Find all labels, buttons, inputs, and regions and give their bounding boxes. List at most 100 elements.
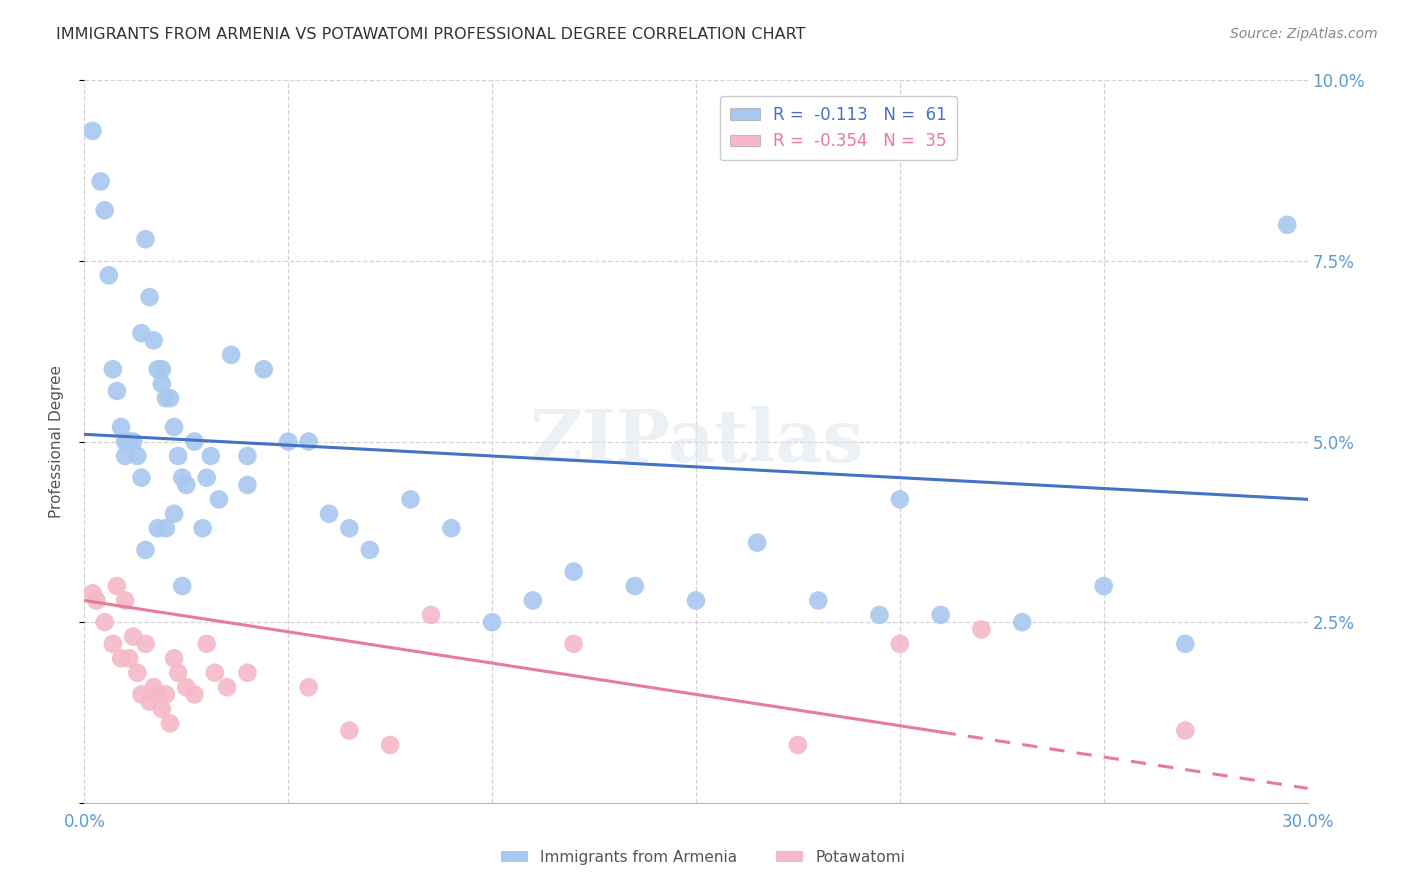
Point <box>122 630 145 644</box>
Point <box>167 449 190 463</box>
Point <box>481 615 503 630</box>
Point <box>236 665 259 680</box>
Point <box>101 637 124 651</box>
Point <box>142 680 165 694</box>
Point <box>277 434 299 449</box>
Point <box>174 680 197 694</box>
Point <box>624 579 647 593</box>
Text: IMMIGRANTS FROM ARMENIA VS POTAWATOMI PROFESSIONAL DEGREE CORRELATION CHART: IMMIGRANTS FROM ARMENIA VS POTAWATOMI PR… <box>56 27 806 42</box>
Point <box>522 593 544 607</box>
Point <box>298 434 321 449</box>
Point <box>114 449 136 463</box>
Point <box>155 687 177 701</box>
Point <box>236 478 259 492</box>
Point <box>191 521 214 535</box>
Point <box>122 434 145 449</box>
Point <box>1174 723 1197 738</box>
Point <box>1277 218 1299 232</box>
Point <box>138 290 160 304</box>
Point <box>1092 579 1115 593</box>
Text: Source: ZipAtlas.com: Source: ZipAtlas.com <box>1230 27 1378 41</box>
Point <box>146 687 169 701</box>
Point <box>420 607 443 622</box>
Point <box>86 593 108 607</box>
Point <box>1174 637 1197 651</box>
Point <box>869 607 891 622</box>
Point <box>93 203 115 218</box>
Point <box>93 615 115 630</box>
Point <box>172 579 194 593</box>
Point <box>685 593 707 607</box>
Point <box>150 702 173 716</box>
Point <box>150 362 173 376</box>
Point <box>146 362 169 376</box>
Y-axis label: Professional Degree: Professional Degree <box>49 365 63 518</box>
Point <box>208 492 231 507</box>
Point <box>163 507 186 521</box>
Point <box>889 637 911 651</box>
Point <box>172 471 194 485</box>
Point <box>195 471 218 485</box>
Point <box>204 665 226 680</box>
Point <box>807 593 830 607</box>
Text: ZIPatlas: ZIPatlas <box>529 406 863 477</box>
Point <box>118 651 141 665</box>
Point <box>146 521 169 535</box>
Point <box>105 579 128 593</box>
Point <box>150 376 173 391</box>
Point <box>183 687 205 701</box>
Point <box>155 391 177 405</box>
Point <box>135 232 157 246</box>
Point <box>155 521 177 535</box>
Point <box>131 326 153 340</box>
Point <box>135 542 157 557</box>
Point <box>82 586 104 600</box>
Point <box>1011 615 1033 630</box>
Point <box>359 542 381 557</box>
Legend: R =  -0.113   N =  61, R =  -0.354   N =  35: R = -0.113 N = 61, R = -0.354 N = 35 <box>720 95 956 161</box>
Point <box>142 334 165 348</box>
Point <box>114 593 136 607</box>
Point <box>90 174 112 188</box>
Point <box>889 492 911 507</box>
Point <box>970 623 993 637</box>
Point <box>127 665 149 680</box>
Point <box>236 449 259 463</box>
Point <box>787 738 810 752</box>
Point <box>118 434 141 449</box>
Point <box>399 492 422 507</box>
Point <box>183 434 205 449</box>
Point <box>97 268 120 283</box>
Point <box>131 687 153 701</box>
Point <box>929 607 952 622</box>
Point <box>138 695 160 709</box>
Point <box>159 716 181 731</box>
Point <box>562 565 585 579</box>
Point <box>253 362 276 376</box>
Point <box>163 651 186 665</box>
Point <box>105 384 128 398</box>
Point <box>747 535 769 549</box>
Point <box>82 124 104 138</box>
Point <box>101 362 124 376</box>
Point <box>135 637 157 651</box>
Point <box>318 507 340 521</box>
Point <box>339 521 361 535</box>
Point <box>114 434 136 449</box>
Point <box>440 521 463 535</box>
Legend: Immigrants from Armenia, Potawatomi: Immigrants from Armenia, Potawatomi <box>495 844 911 871</box>
Point <box>163 420 186 434</box>
Point <box>339 723 361 738</box>
Point <box>219 348 242 362</box>
Point <box>167 665 190 680</box>
Point <box>110 651 132 665</box>
Point <box>200 449 222 463</box>
Point <box>298 680 321 694</box>
Point <box>110 420 132 434</box>
Point <box>174 478 197 492</box>
Point <box>217 680 239 694</box>
Point <box>159 391 181 405</box>
Point <box>131 471 153 485</box>
Point <box>127 449 149 463</box>
Point <box>380 738 402 752</box>
